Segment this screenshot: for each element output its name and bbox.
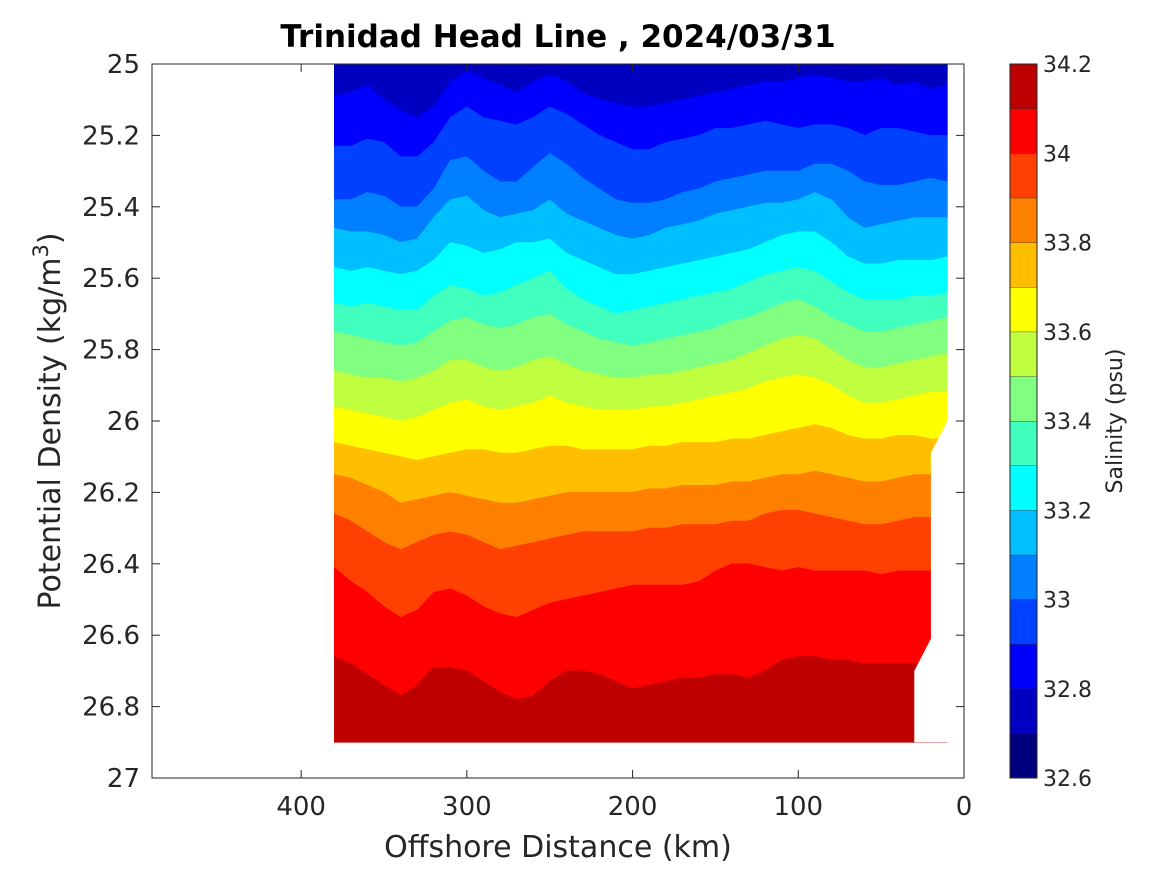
colorbar-block bbox=[1010, 644, 1037, 689]
y-tick-label: 26.8 bbox=[82, 693, 140, 723]
colorbar-block bbox=[1010, 108, 1037, 154]
y-tick-label: 26.6 bbox=[82, 621, 140, 651]
y-axis-label: Potential Density (kg/m3) bbox=[29, 232, 68, 609]
x-tick-label: 0 bbox=[956, 792, 973, 822]
colorbar-block bbox=[1010, 287, 1037, 332]
colorbar-ticks: 32.6 32.8 33 33.2 33.4 33.6 33.8 34 34.2 bbox=[1043, 53, 1092, 792]
colorbar-tick-label: 33.6 bbox=[1043, 321, 1092, 346]
x-tick-label: 400 bbox=[276, 792, 326, 822]
colorbar-tick-label: 34.2 bbox=[1043, 53, 1092, 78]
colorbar-block bbox=[1010, 197, 1037, 243]
y-tick-label: 25 bbox=[107, 50, 140, 80]
chart-title: Trinidad Head Line , 2024/03/31 bbox=[280, 19, 835, 55]
x-tick-label: 200 bbox=[608, 792, 658, 822]
x-axis-label: Offshore Distance (km) bbox=[384, 830, 732, 865]
colorbar-tick-label: 33.8 bbox=[1043, 232, 1092, 257]
colorbar-block bbox=[1010, 465, 1037, 511]
colorbar-block bbox=[1010, 331, 1037, 377]
colorbar-tick-label: 33 bbox=[1043, 589, 1071, 614]
y-tick-label: 27 bbox=[107, 764, 140, 794]
y-tick-label: 26.4 bbox=[82, 550, 140, 580]
colorbar-block bbox=[1010, 376, 1037, 421]
colorbar-blocks bbox=[1010, 63, 1037, 778]
colorbar-block bbox=[1010, 554, 1037, 600]
y-axis-label-main: Potential Density (kg/m bbox=[33, 258, 68, 610]
y-tick-label: 26.2 bbox=[82, 478, 140, 508]
y-tick-label: 25.2 bbox=[82, 121, 140, 151]
contour-layer bbox=[333, 64, 964, 743]
plot-area: 400 300 200 100 0 25 25.2 25.4 25.6 25.8 26 26.2 26… bbox=[82, 50, 972, 822]
colorbar: 32.6 32.8 33 33.2 33.4 33.6 33.8 34 34.2 Salinit… bbox=[1009, 53, 1128, 792]
colorbar-block bbox=[1010, 421, 1037, 466]
coastal-mask bbox=[914, 421, 964, 743]
y-tick-label: 25.6 bbox=[82, 264, 140, 294]
y-tick-label: 25.4 bbox=[82, 193, 140, 223]
colorbar-tick-label: 32.6 bbox=[1043, 767, 1092, 792]
y-axis-label-close: ) bbox=[33, 232, 68, 244]
colorbar-block bbox=[1010, 733, 1037, 778]
colorbar-tick-label: 34 bbox=[1043, 142, 1071, 167]
colorbar-block bbox=[1010, 64, 1037, 109]
x-axis-ticks: 400 300 200 100 0 bbox=[276, 64, 972, 822]
colorbar-block bbox=[1010, 510, 1037, 555]
colorbar-tick-label: 33.2 bbox=[1043, 499, 1092, 524]
x-tick-label: 300 bbox=[442, 792, 492, 822]
colorbar-block bbox=[1010, 599, 1037, 645]
colorbar-tick-label: 32.8 bbox=[1043, 678, 1092, 703]
colorbar-frame bbox=[1009, 63, 1038, 779]
colorbar-block bbox=[1010, 153, 1037, 198]
colorbar-tick-label: 33.4 bbox=[1043, 410, 1092, 435]
y-axis-ticks: 25 25.2 25.4 25.6 25.8 26 26.2 26.4 26.6 26.8 27 bbox=[82, 50, 964, 794]
colorbar-block bbox=[1010, 242, 1037, 288]
y-tick-label: 25.8 bbox=[82, 336, 140, 366]
y-tick-label: 26 bbox=[107, 407, 140, 437]
colorbar-block bbox=[1010, 688, 1037, 734]
y-axis-label-superscript: 3 bbox=[29, 244, 53, 257]
colorbar-label: Salinity (psu) bbox=[1103, 349, 1128, 494]
x-tick-label: 100 bbox=[773, 792, 823, 822]
